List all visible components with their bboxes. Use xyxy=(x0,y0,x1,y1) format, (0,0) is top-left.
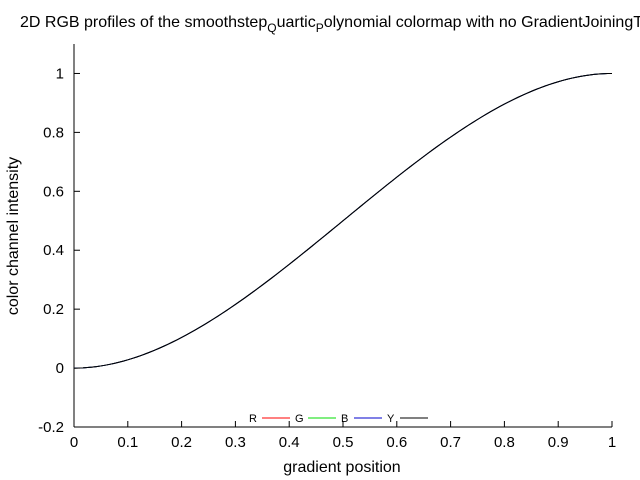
chart-title: 2D RGB profiles of the smoothstepQuartic… xyxy=(20,14,640,35)
x-tick-label: 0.1 xyxy=(117,434,138,451)
plot-frame xyxy=(73,44,612,428)
x-tick-label: 0.8 xyxy=(494,434,515,451)
legend-label-b: B xyxy=(341,413,348,425)
x-axis: 0 0.1 0.2 0.3 0.4 0.5 0.6 0.7 0.8 0.9 1 xyxy=(70,421,616,451)
series-line-y xyxy=(73,72,613,369)
x-tick-label: 0.5 xyxy=(333,434,354,451)
y-axis: -0.2 0 0.2 0.4 0.6 0.8 1 xyxy=(38,65,80,436)
y-tick-label: 1 xyxy=(56,65,64,82)
y-axis-title: color channel intensity xyxy=(5,157,22,315)
legend-label-r: R xyxy=(249,413,257,425)
x-tick-label: 1 xyxy=(608,434,616,451)
y-tick-label: 0.2 xyxy=(43,301,64,318)
x-axis-title: gradient position xyxy=(283,459,400,476)
x-tick-label: 0.4 xyxy=(279,434,300,451)
legend-label-g: G xyxy=(295,413,304,425)
y-tick-label: 0.6 xyxy=(43,183,64,200)
x-tick-label: 0.9 xyxy=(548,434,569,451)
x-tick-label: 0 xyxy=(70,434,78,451)
x-tick-label: 0.7 xyxy=(440,434,461,451)
series-lines xyxy=(73,72,613,369)
y-tick-label: 0.4 xyxy=(43,242,64,259)
x-tick-label: 0.3 xyxy=(225,434,246,451)
x-tick-label: 0.6 xyxy=(386,434,407,451)
legend-label-y: Y xyxy=(387,413,395,425)
y-tick-label: -0.2 xyxy=(38,419,64,436)
y-tick-label: 0 xyxy=(56,360,64,377)
y-tick-label: 0.8 xyxy=(43,124,64,141)
x-tick-label: 0.2 xyxy=(171,434,192,451)
